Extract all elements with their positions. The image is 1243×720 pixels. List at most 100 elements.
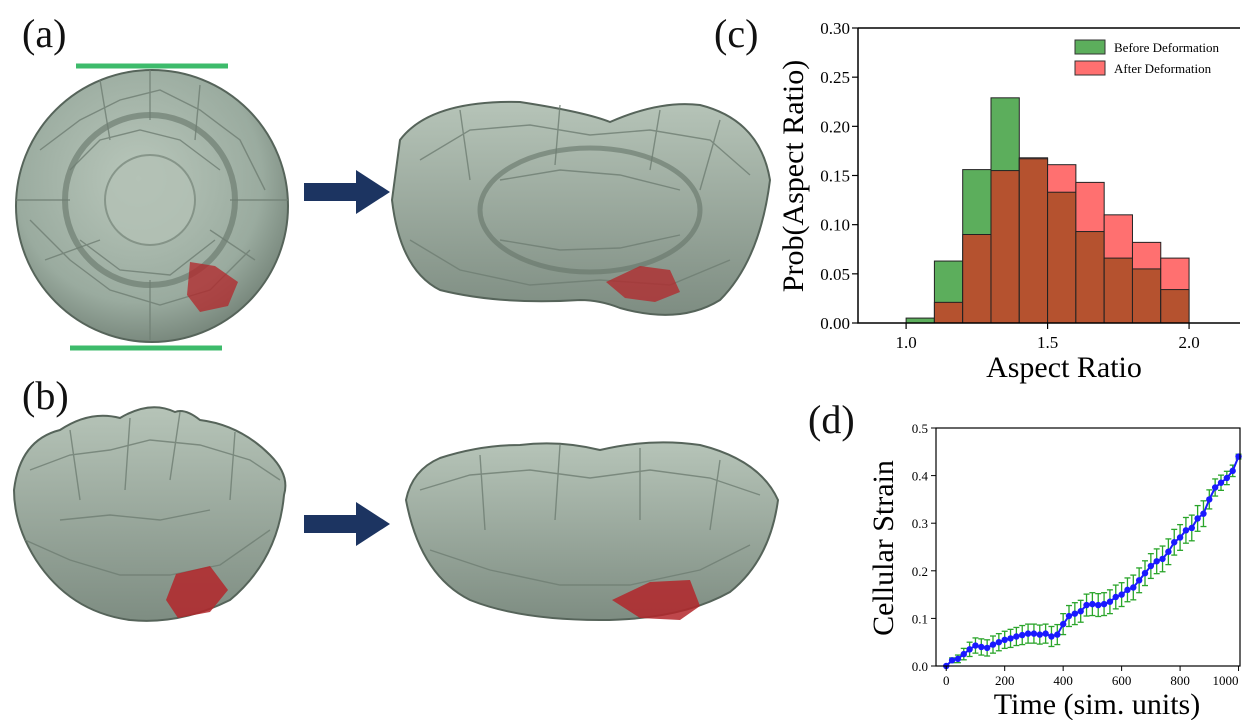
strain-point-8 [989,641,997,648]
strain-point-2 [954,655,962,663]
strain-ytick-label-2: 0.2 [912,564,928,579]
legend-swatch-before [1074,39,1106,55]
strain-point-43 [1194,515,1201,522]
panel-b-render [12,406,780,622]
strain-point-18 [1048,633,1055,640]
strain-point-16 [1036,631,1043,638]
hist-ytick-label-0: 0.00 [820,314,850,333]
strain-chart: 0.0 0.1 0.2 0.3 0.4 0.5 0 200 400 600 800 1000 Cell… [867,421,1242,720]
strain-ytick-label-3: 0.3 [912,516,928,531]
strain-point-46 [1211,484,1219,491]
strain-ylabel: Cellular Strain [867,460,900,636]
strain-point-27 [1100,600,1108,608]
tissue-sphere-before [15,69,289,343]
strain-point-44 [1200,510,1207,517]
hist-bar-overlap-3 [990,170,1020,324]
strain-point-17 [1042,630,1049,637]
strain-point-30 [1118,591,1125,598]
strain-xtick-label-5: 1000 [1213,673,1239,688]
hist-xtick-label-0: 1.0 [895,333,916,352]
legend-label-after: After Deformation [1114,61,1212,76]
highlighted-cell-side-after [612,580,700,620]
hist-ytick-label-5: 0.25 [820,68,850,87]
hist-ytick-label-2: 0.10 [820,216,850,235]
strain-point-1 [948,657,956,664]
strain-xtick-label-1: 200 [995,673,1015,688]
hist-legend: Before Deformation After Deformation [1074,39,1220,76]
hist-bar-overlap-1 [933,301,964,324]
strain-xlabel: Time (sim. units) [994,688,1200,720]
strain-xtick-label-0: 0 [943,673,950,688]
highlighted-cell-after [606,266,680,302]
legend-swatch-after [1074,60,1106,76]
hist-ytick-label-3: 0.15 [820,167,850,186]
strain-point-40 [1176,534,1184,541]
strain-point-36 [1153,558,1160,565]
strain-point-3 [960,650,967,658]
strain-point-21 [1065,612,1073,620]
strain-point-28 [1106,598,1114,605]
strain-point-35 [1147,562,1155,570]
strain-axis-frame [935,427,1241,667]
strain-point-11 [1007,635,1014,642]
strain-point-15 [1030,630,1038,637]
strain-point-41 [1182,527,1190,534]
strain-point-38 [1165,548,1172,555]
strain-point-13 [1019,631,1026,639]
strain-point-5 [972,642,979,649]
strain-series-line [945,456,1240,667]
hist-xlabel: Aspect Ratio [986,351,1142,384]
strain-point-48 [1223,474,1231,482]
strain-point-50 [1235,453,1242,460]
strain-ytick-label-4: 0.4 [912,469,929,484]
strain-ytick-label-1: 0.1 [912,611,928,626]
strain-point-45 [1206,496,1213,503]
hist-xtick-label-1: 1.5 [1037,333,1058,352]
hist-bar-overlap-2 [962,234,992,324]
arrow-b-icon [304,502,390,546]
strain-ytick-label-0: 0.0 [912,659,928,674]
strain-point-37 [1159,555,1166,563]
strain-xtick-label-3: 600 [1112,673,1132,688]
hist-bar-overlap-5 [1047,191,1077,324]
strain-point-33 [1135,577,1143,584]
hist-bar-overlap-8 [1131,268,1162,324]
strain-point-26 [1095,601,1102,609]
strain-point-19 [1054,631,1061,638]
hist-ylabel: Prob(Aspect Ratio) [777,60,810,292]
strain-point-49 [1229,467,1236,475]
strain-point-23 [1077,608,1084,615]
panel-label-c: (c) [714,11,759,56]
strain-point-42 [1188,524,1195,532]
hist-bar-overlap-7 [1103,257,1133,324]
strain-xtick-label-4: 800 [1170,673,1190,688]
strain-ytick-label-5: 0.5 [912,421,928,436]
strain-point-12 [1013,633,1020,640]
legend-label-before: Before Deformation [1114,40,1220,55]
strain-point-47 [1217,479,1225,486]
strain-point-39 [1171,539,1178,546]
strain-point-20 [1059,620,1067,628]
panel-label-d: (d) [808,397,855,442]
hist-ytick-label-6: 0.30 [820,19,850,38]
strain-point-4 [966,646,973,653]
tissue-hemisphere-before [12,406,287,622]
strain-xtick-label-2: 400 [1053,673,1073,688]
highlighted-cell-side-before [166,566,228,618]
strain-point-9 [995,639,1003,646]
arrow-a-icon [304,170,390,214]
strain-point-24 [1083,601,1090,609]
strain-point-29 [1112,593,1119,601]
hist-xtick-label-2: 2.0 [1178,333,1199,352]
hist-bar-overlap-9 [1160,289,1190,324]
strain-point-25 [1089,600,1096,608]
panel-a-render [15,63,772,351]
strain-point-32 [1130,584,1137,591]
hist-bar-overlap-4 [1018,158,1049,324]
hist-bar-overlap-6 [1075,231,1105,324]
strain-point-34 [1141,569,1149,577]
panel-label-b: (b) [22,373,69,418]
strain-point-7 [983,644,991,652]
tissue-ellipsoid-side-after [404,441,780,622]
